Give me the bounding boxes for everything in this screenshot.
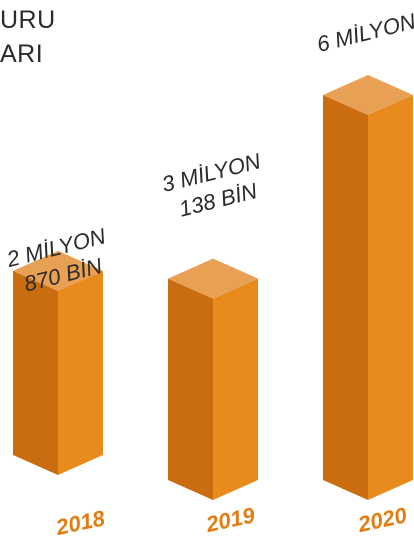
- category-label-2018: 2018: [53, 505, 108, 540]
- value-label-line: 6 MİLYON: [314, 8, 414, 57]
- bar-2018: [13, 250, 103, 475]
- bar-right-face: [58, 270, 103, 475]
- title-line-1: URU: [0, 6, 56, 34]
- value-label-2019: 3 MİLYON138 BİN: [159, 148, 270, 224]
- bar-right-face: [213, 278, 258, 500]
- bar-left-face: [168, 278, 213, 500]
- bar-top-face: [13, 250, 103, 291]
- bar-right-face: [368, 95, 413, 500]
- value-label-2020: 6 MİLYON: [314, 8, 414, 57]
- bar-top-face: [168, 258, 258, 299]
- title-line-2: ARI: [0, 40, 44, 68]
- bar-2020: [323, 75, 413, 500]
- bar-2019: [168, 258, 258, 500]
- bar-left-face: [13, 270, 58, 475]
- category-label-2019: 2019: [203, 502, 258, 537]
- bar-top-face: [323, 75, 413, 115]
- bar-left-face: [323, 95, 368, 500]
- category-label-2020: 2020: [355, 502, 410, 537]
